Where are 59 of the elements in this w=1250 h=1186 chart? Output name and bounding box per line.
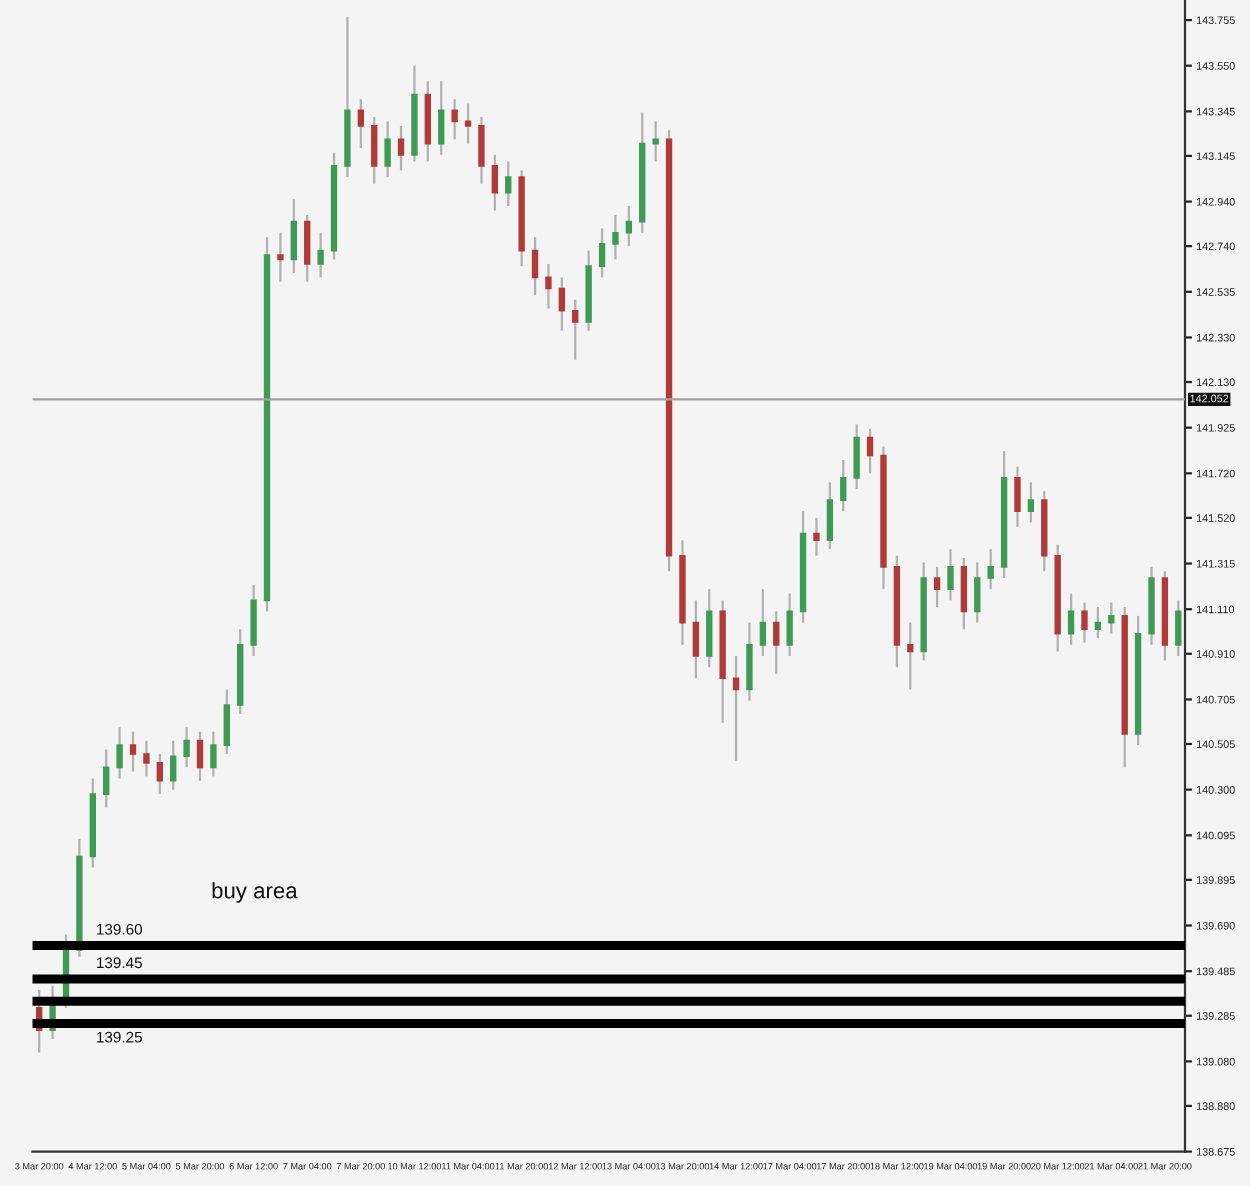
candlestick — [491, 153, 499, 212]
candlestick — [1094, 605, 1102, 640]
candlestick — [277, 231, 284, 283]
candlestick — [558, 276, 566, 332]
candlestick — [397, 124, 405, 172]
candlestick — [290, 198, 298, 274]
candlestick — [652, 120, 659, 163]
candlestick — [223, 688, 230, 756]
candlestick — [732, 654, 740, 762]
candlestick — [773, 610, 780, 675]
candlestick — [987, 547, 994, 591]
candlestick — [384, 120, 391, 179]
candlestick — [531, 236, 539, 297]
candlestick — [612, 213, 619, 261]
candlestick — [464, 102, 472, 145]
candlestick — [545, 262, 552, 310]
candlestick — [960, 556, 968, 631]
candlestick — [907, 621, 914, 691]
candlestick — [746, 621, 753, 702]
candlestick — [357, 98, 365, 150]
candlestick — [196, 730, 204, 782]
candlestick — [304, 213, 311, 283]
candlestick — [505, 160, 512, 208]
candlestick — [1175, 599, 1182, 658]
candlestick — [759, 588, 767, 658]
candlestick — [1027, 481, 1035, 524]
annotation: buy area — [212, 882, 298, 903]
candlestick — [438, 80, 445, 156]
candlestick — [1081, 601, 1088, 644]
candlestick — [866, 427, 874, 475]
candlestick — [853, 423, 860, 491]
candlestick — [183, 726, 190, 769]
candlestick — [250, 583, 257, 658]
candlestick — [1067, 592, 1075, 646]
candlestick — [974, 561, 981, 624]
candlestick — [813, 516, 820, 557]
candlestick — [598, 227, 606, 279]
candlestick — [170, 739, 177, 791]
candlestick — [143, 739, 150, 778]
candlestick — [1108, 601, 1115, 635]
candlestick — [625, 204, 633, 248]
candlestick — [840, 458, 847, 513]
candlestick — [103, 748, 110, 809]
candlestick — [371, 115, 378, 185]
candlestick — [572, 298, 579, 361]
candlestick — [706, 588, 713, 669]
candlestick — [317, 231, 324, 279]
candlestick — [933, 565, 941, 609]
candlestick — [210, 730, 217, 778]
candlestick — [478, 115, 485, 185]
candlestick — [692, 599, 700, 680]
candlestick — [1014, 465, 1021, 528]
candlestick — [156, 752, 163, 796]
candlestick — [129, 730, 137, 773]
candlestick — [826, 481, 834, 551]
candlestick — [451, 98, 458, 141]
candlestick — [786, 592, 793, 658]
candlestick — [116, 726, 123, 780]
candlestick — [947, 547, 954, 602]
